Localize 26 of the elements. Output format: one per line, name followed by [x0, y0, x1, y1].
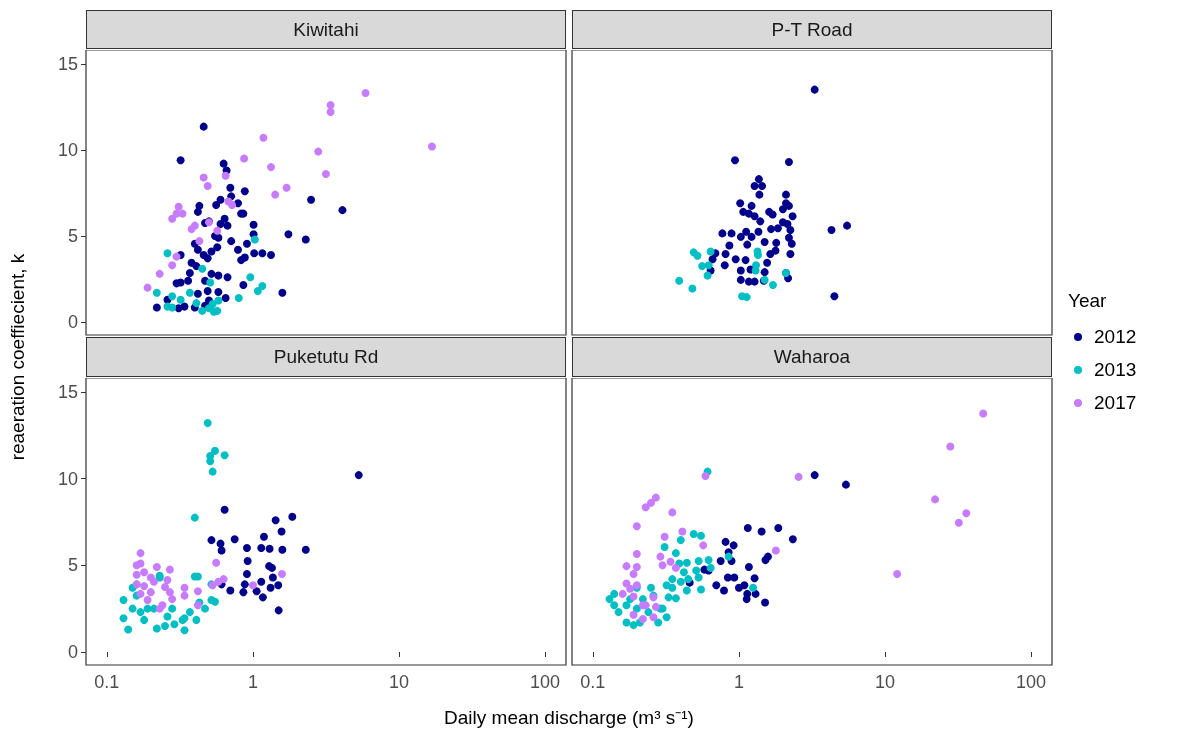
legend-label: 2013	[1094, 358, 1137, 381]
x-tick-label: 0.1	[94, 672, 120, 692]
legend-label: 2012	[1094, 325, 1137, 348]
y-tick-label: 10	[57, 139, 78, 160]
chart-title: P-T Road	[771, 18, 853, 41]
x-tick-label: 10	[875, 672, 896, 692]
x-tick-label: 0.1	[580, 672, 606, 692]
legend-label: 2017	[1094, 391, 1137, 414]
x-tick-label: 100	[530, 672, 561, 692]
x-tick-label: 10	[389, 672, 410, 692]
x-tick-label: 100	[1016, 672, 1047, 692]
y-tick-label: 0	[67, 312, 78, 333]
y-tick-label: 10	[57, 468, 78, 489]
y-axis-title: reaeration coeffiecient, k	[7, 253, 29, 461]
x-tick-label: 1	[247, 672, 258, 692]
y-tick-label: 15	[57, 53, 78, 74]
x-tick-label: 1	[733, 672, 744, 692]
chart-title: Waharoa	[773, 346, 851, 368]
legend-title: Year	[1068, 290, 1108, 312]
y-tick-label: 0	[67, 641, 78, 662]
x-axis-title: Daily mean discharge (m³ s⁻¹)	[443, 706, 695, 730]
y-tick-label: 5	[67, 225, 78, 246]
y-tick-label: 5	[67, 555, 78, 576]
y-tick-label: 15	[57, 381, 78, 402]
chart-title: Kiwitahi	[293, 18, 359, 41]
chart-title: Puketutu Rd	[273, 346, 379, 368]
